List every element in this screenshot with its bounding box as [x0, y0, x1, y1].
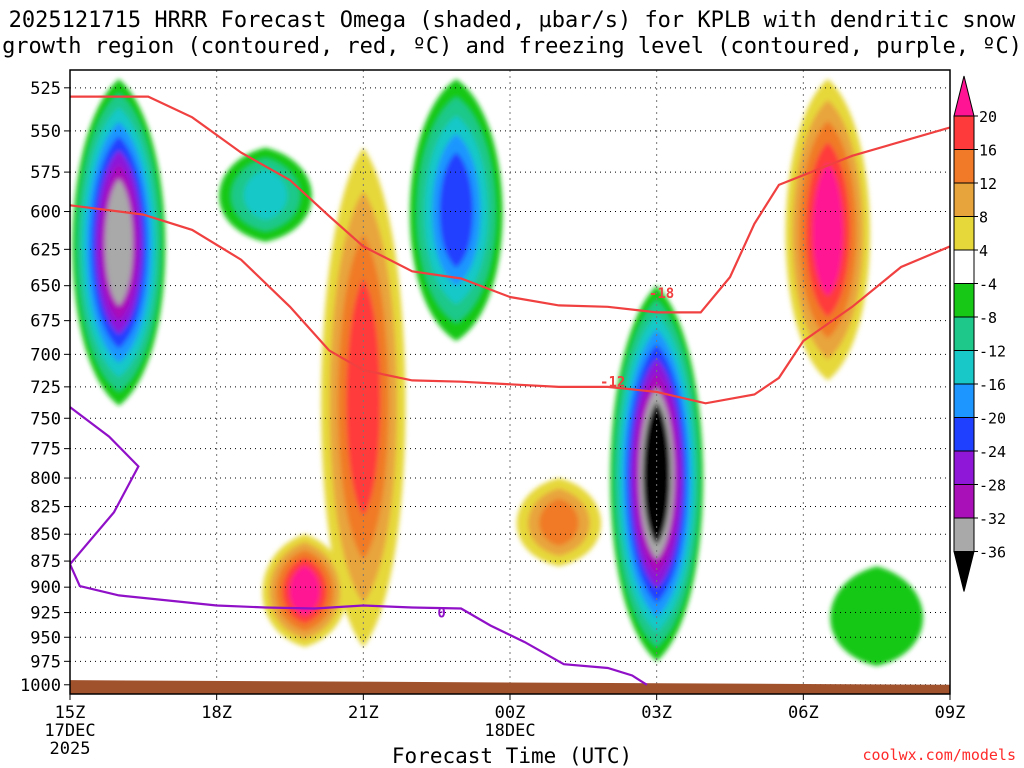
y-tick-label-725: 725 [30, 378, 61, 398]
colorbar-band-9 [953, 417, 975, 452]
colorbar-label-3: 8 [979, 209, 988, 227]
omega-shading [72, 78, 924, 667]
colorbar-label-4: 4 [979, 242, 988, 260]
y-tick-label-600: 600 [30, 203, 61, 223]
colorbar-band-12 [953, 517, 975, 552]
omega-feature-8-level-0 [830, 566, 924, 667]
x-tick-label-5: 06Z [788, 703, 819, 723]
y-tick-label-800: 800 [30, 469, 61, 489]
colorbar-label-10: -24 [979, 443, 1006, 461]
colorbar-label-5: -4 [979, 276, 997, 294]
x-tick-label-1: 18Z [201, 703, 232, 723]
y-tick-label-775: 775 [30, 440, 61, 460]
y-tick-label-950: 950 [30, 628, 61, 648]
credit-link[interactable]: coolwx.com/models [862, 746, 1016, 764]
colorbar-band-10 [953, 450, 975, 485]
isotherm-label-0: -18 [649, 286, 674, 302]
y-tick-label-825: 825 [30, 498, 61, 518]
x-tick-label-3: 00Z [495, 703, 526, 723]
colorbar-label-0: 20 [979, 108, 997, 126]
colorbar-bottom-arrow [953, 551, 975, 592]
terrain-surface [70, 680, 950, 694]
colorbar-band-5 [953, 283, 975, 318]
colorbar-label-13: -36 [979, 544, 1006, 562]
plot-area: -18 -12 0 [70, 70, 950, 694]
y-tick-label-625: 625 [30, 240, 61, 260]
colorbar-band-11 [953, 484, 975, 519]
y-tick-label-925: 925 [30, 604, 61, 624]
colorbar-label-1: 16 [979, 142, 997, 160]
omega-feature-2-level-3 [346, 278, 381, 516]
colorbar-top-arrow [953, 75, 975, 117]
x-tick-sublabel2-0: 2025 [50, 739, 91, 759]
isotherm-label-2: 0 [437, 606, 445, 622]
colorbar-band-4 [953, 249, 975, 284]
omega-feature-4-level-4 [439, 152, 473, 268]
omega-feature-7-level-4 [812, 163, 843, 297]
colorbar-label-12: -32 [979, 510, 1006, 528]
isotherm-line-0 [70, 95, 950, 314]
x-tick-label-6: 09Z [935, 703, 966, 723]
x-tick-label-4: 03Z [641, 703, 672, 723]
temperature-contours: -18 -12 0 [70, 95, 950, 686]
omega-feature-6-level-2 [539, 498, 579, 546]
y-tick-label-525: 525 [30, 79, 61, 99]
y-tick-label-675: 675 [30, 312, 61, 332]
colorbar-label-9: -20 [979, 410, 1006, 428]
x-tick-label-2: 21Z [348, 703, 379, 723]
isotherm-label-1: -12 [600, 375, 625, 391]
chart-title-line-1: 2025121715 HRRR Forecast Omega (shaded, … [8, 8, 1016, 33]
y-tick-label-550: 550 [30, 122, 61, 142]
y-tick-label-900: 900 [30, 578, 61, 598]
y-tick-label-875: 875 [30, 552, 61, 572]
y-tick-label-700: 700 [30, 345, 61, 365]
omega-feature-3-level-4 [289, 565, 320, 616]
colorbar: 20 16 12 8 4 -4 -8 -12 -16 -20 -24 -28 -32 -36 [953, 75, 1006, 592]
colorbar-label-11: -28 [979, 477, 1006, 495]
colorbar-band-7 [953, 350, 975, 385]
colorbar-band-2 [953, 182, 975, 217]
colorbar-band-8 [953, 383, 975, 418]
omega-feature-1-level-2 [243, 169, 288, 220]
colorbar-band-1 [953, 149, 975, 184]
y-tick-label-575: 575 [30, 163, 61, 183]
colorbar-band-0 [953, 115, 975, 150]
colorbar-label-6: -8 [979, 309, 997, 327]
y-tick-label-650: 650 [30, 277, 61, 297]
x-tick-sublabel1-3: 18DEC [484, 721, 535, 741]
y-tick-label-1000: 1000 [20, 676, 61, 696]
y-axis: 525 550 575 600 625 650 675 700 725 750 775 800 825 8… [20, 79, 70, 696]
chart-title-line-2: growth region (contoured, red, ºC) and f… [2, 34, 1022, 59]
y-tick-label-975: 975 [30, 652, 61, 672]
isotherm-line-2 [70, 406, 648, 686]
isotherm-line-1 [70, 204, 950, 405]
x-axis-label: Forecast Time (UTC) [391, 744, 633, 768]
y-tick-label-850: 850 [30, 525, 61, 545]
colorbar-band-6 [953, 316, 975, 351]
colorbar-label-2: 12 [979, 175, 997, 193]
colorbar-band-3 [953, 216, 975, 251]
grid-lines [70, 70, 950, 694]
x-tick-sublabel1-0: 17DEC [44, 721, 95, 741]
x-tick-label-0: 15Z [55, 703, 86, 723]
colorbar-label-8: -16 [979, 376, 1006, 394]
y-tick-label-750: 750 [30, 409, 61, 429]
colorbar-label-7: -12 [979, 343, 1006, 361]
